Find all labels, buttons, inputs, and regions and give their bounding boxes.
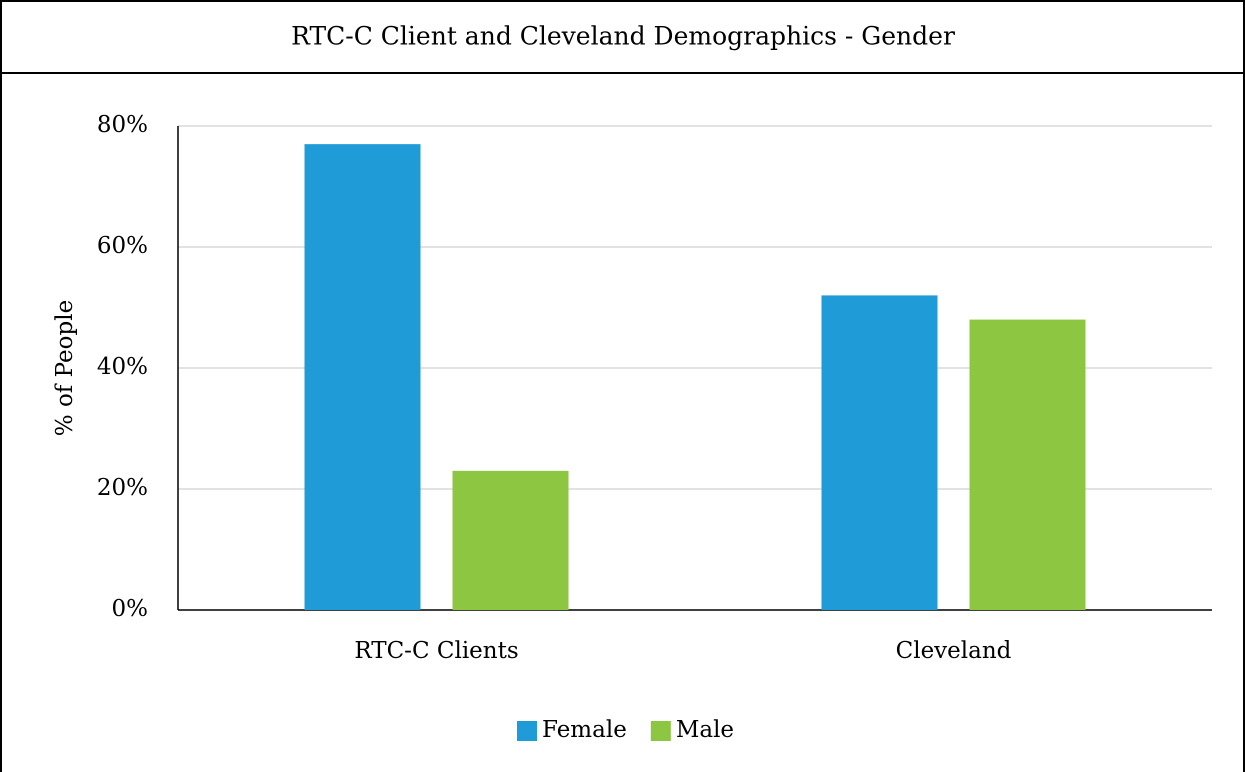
x-tick-label: Cleveland	[896, 638, 1012, 664]
y-tick-label: 20%	[97, 475, 148, 501]
legend-swatch	[650, 721, 671, 741]
bar	[304, 144, 421, 610]
bar	[969, 319, 1086, 610]
y-axis-label: % of People	[52, 300, 78, 436]
legend-label: Female	[542, 717, 627, 743]
y-tick-label: 80%	[97, 112, 148, 138]
legend-label: Male	[676, 717, 734, 743]
chart-title: RTC-C Client and Cleveland Demographics …	[291, 22, 955, 51]
x-tick-label: RTC-C Clients	[354, 638, 518, 664]
legend-swatch	[517, 721, 537, 741]
y-tick-label: 40%	[97, 354, 148, 380]
y-tick-label: 60%	[97, 233, 148, 259]
y-tick-label: 0%	[112, 596, 149, 622]
bar	[452, 470, 569, 610]
bar	[821, 295, 938, 610]
